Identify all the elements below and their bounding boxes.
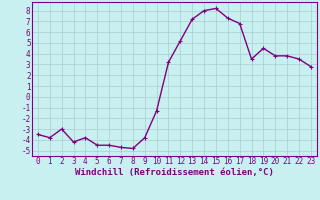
X-axis label: Windchill (Refroidissement éolien,°C): Windchill (Refroidissement éolien,°C) xyxy=(75,168,274,177)
